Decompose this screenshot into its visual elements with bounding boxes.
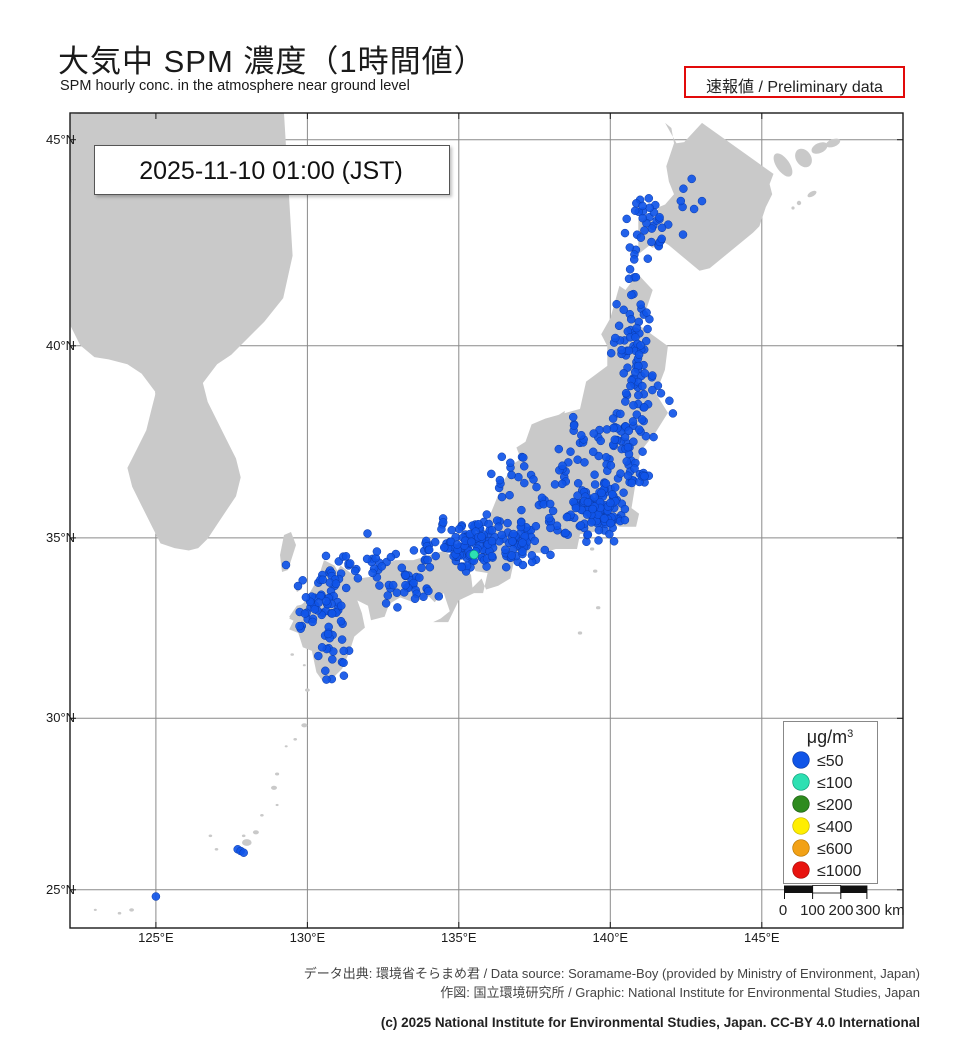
svg-text:200: 200 [828, 902, 853, 919]
svg-text:0: 0 [779, 902, 787, 919]
svg-text:300 km: 300 km [855, 902, 904, 919]
svg-text:100: 100 [800, 902, 825, 919]
